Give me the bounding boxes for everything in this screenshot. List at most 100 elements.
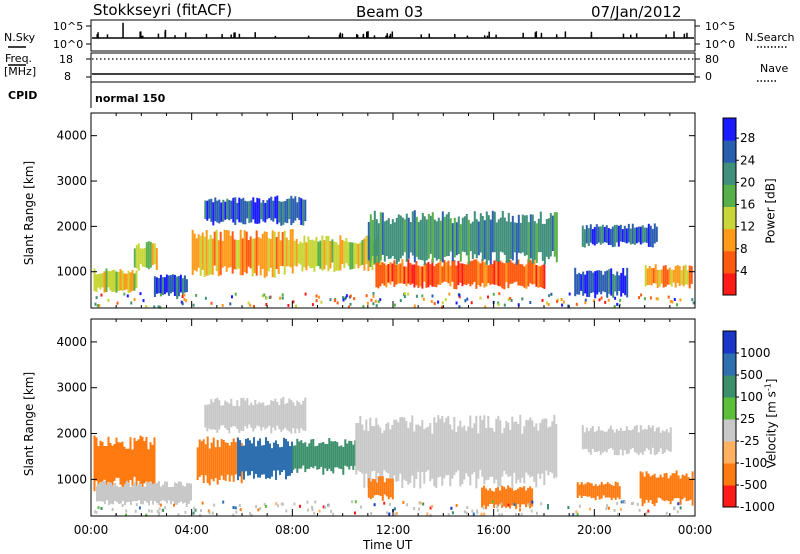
power-echo-column [345, 238, 348, 264]
power-echo-column [241, 238, 244, 276]
velocity-echo-column [214, 398, 217, 430]
velocity-speckle [636, 502, 639, 506]
power-echo-column [660, 269, 663, 284]
velocity-echo-column [431, 433, 434, 479]
power-speckle [160, 293, 162, 297]
velocity-echo-column [661, 477, 664, 501]
power-echo-column [589, 224, 592, 243]
power-echo-column [407, 259, 410, 284]
velocity-echo-column [236, 400, 239, 430]
velocity-echo-column [308, 443, 311, 469]
velocity-echo-column [681, 474, 684, 500]
power-echo-column [97, 273, 100, 288]
power-echo-column [319, 240, 322, 269]
velocity-ylabel: Slant Range [km] [22, 371, 37, 477]
velocity-echo-column [639, 471, 642, 499]
power-speckle [333, 299, 336, 303]
velocity-echo-column [115, 437, 118, 478]
power-echo-column [220, 202, 223, 222]
velocity-echo-column [140, 483, 142, 504]
power-speckle [600, 296, 603, 300]
power-echo-column [221, 240, 224, 268]
power-echo-column [349, 242, 352, 270]
velocity-echo-column [97, 446, 100, 491]
velocity-echo-column [371, 426, 374, 472]
power-echo-column [481, 216, 484, 261]
power-echo-column [283, 230, 286, 275]
power-speckle [507, 298, 510, 302]
power-echo-column [135, 270, 138, 288]
power-echo-column [521, 214, 524, 253]
power-echo-column [256, 197, 259, 224]
power-speckle [673, 298, 676, 301]
power-echo-column [507, 212, 510, 263]
velocity-echo-column [435, 422, 438, 489]
power-speckle [415, 294, 418, 298]
power-speckle [142, 299, 145, 303]
power-echo-column [415, 216, 418, 257]
velocity-echo-column [149, 442, 152, 482]
velocity-echo-column [300, 440, 303, 469]
power-echo-column [435, 221, 438, 261]
power-speckle [458, 295, 461, 299]
velocity-echo-column [271, 448, 273, 477]
power-speckle [568, 292, 571, 296]
power-echo-column [403, 219, 406, 253]
power-speckle [545, 301, 548, 305]
power-echo-column [463, 216, 466, 253]
power-speckle [95, 296, 98, 300]
power-echo-column [205, 230, 208, 276]
velocity-echo-column [164, 481, 166, 502]
velocity-echo-column [535, 423, 538, 488]
power-echo-column [527, 259, 530, 287]
power-echo-column [367, 222, 370, 261]
velocity-echo-column [237, 437, 239, 481]
velocity-speckle [482, 506, 485, 510]
nsearch-label: N.Search [745, 31, 795, 44]
velocity-echo-column [275, 440, 277, 480]
power-echo-column [286, 198, 289, 224]
velocity-echo-column [401, 417, 404, 489]
power-echo-column [449, 218, 452, 252]
power-echo-column [254, 202, 257, 224]
power-speckle [403, 292, 406, 295]
velocity-echo-column [501, 433, 504, 477]
velocity-echo-column [294, 445, 297, 469]
velocity-echo-column [147, 449, 150, 491]
power-echo-column [248, 201, 251, 224]
velocity-speckle [184, 510, 187, 514]
power-echo-column [443, 259, 446, 282]
power-echo-column [445, 262, 448, 282]
power-speckle [679, 298, 682, 302]
power-echo-column [600, 270, 603, 295]
velocity-echo-column [643, 476, 646, 504]
velocity-speckle [156, 500, 158, 503]
velocity-ytick-label: 4000 [56, 335, 87, 349]
velocity-echo-column [483, 415, 486, 485]
velocity-echo-column [273, 442, 275, 471]
velocity-speckle [483, 512, 486, 516]
velocity-speckle [351, 500, 354, 504]
velocity-speckle [500, 513, 503, 517]
velocity-speckle [589, 507, 591, 511]
velocity-echo-column [421, 419, 424, 473]
power-speckle [584, 298, 587, 302]
power-speckle [492, 292, 495, 296]
velocity-echo-column [121, 441, 124, 491]
velocity-echo-column [525, 490, 528, 508]
power-echo-column [684, 264, 687, 285]
power-echo-column [207, 239, 210, 276]
power-echo-column [371, 220, 374, 256]
velocity-speckle [620, 500, 623, 504]
nave-label: Nave [760, 62, 789, 75]
velocity-speckle [402, 500, 405, 504]
velocity-echo-column [645, 429, 648, 449]
velocity-echo-column [118, 487, 120, 504]
velocity-echo-column [447, 415, 450, 475]
power-echo-column [580, 274, 583, 291]
power-echo-column [513, 222, 516, 253]
power-echo-column [624, 275, 627, 296]
velocity-speckle [394, 512, 397, 516]
power-echo-column [242, 197, 245, 225]
power-echo-column [455, 222, 458, 256]
